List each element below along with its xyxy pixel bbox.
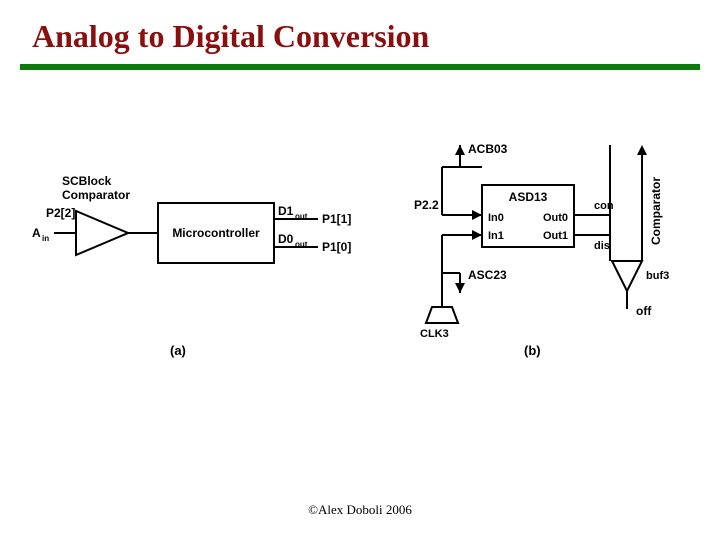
asd13-label: ASD13 [509,190,548,204]
comparator-triangle-a [76,211,128,255]
p11-label: P1[1] [322,212,351,226]
p22-arrowhead [472,210,482,220]
in1-arrowhead [472,230,482,240]
diagram-container: SCBlock Comparator P2[2] A in Microcontr… [0,75,720,495]
off-label: off [636,304,652,318]
asc23-label: ASC23 [468,268,507,282]
p10-label: P1[0] [322,240,351,254]
d0-label: D0 [278,232,294,246]
d1-label: D1 [278,204,294,218]
caption-b: (b) [524,343,541,358]
caption-a: (a) [170,343,186,358]
comparator-arrowhead [637,145,647,155]
scblock-label-2: Comparator [62,188,130,202]
title-underline [20,64,700,70]
d1-out: out [295,212,308,221]
acb03-arrow [455,145,465,155]
clk3-mux [426,307,458,323]
slide-title: Analog to Digital Conversion [32,18,429,55]
panel-b: ASD13 In0 In1 Out0 Out1 ACB03 P2.2 ASC23… [414,142,669,358]
out0-label: Out0 [543,212,568,224]
clk3-label: CLK3 [420,328,449,340]
d0-out: out [295,240,308,249]
panel-a: SCBlock Comparator P2[2] A in Microcontr… [32,174,351,358]
ain-in: in [42,234,49,243]
microcontroller-label: Microcontroller [172,226,260,240]
in0-label: In0 [488,212,504,224]
comparator-vlabel: Comparator [649,177,663,245]
p22b-label: P2.2 [414,198,439,212]
ain-a: A [32,226,41,240]
dis-label: dis [594,240,610,252]
copyright: ©Alex Doboli 2006 [0,502,720,518]
block-diagram-svg: SCBlock Comparator P2[2] A in Microcontr… [0,75,720,495]
buf3-triangle [612,261,642,291]
p22-label: P2[2] [46,206,75,220]
buf3-label: buf3 [646,270,669,282]
scblock-label-1: SCBlock [62,174,112,188]
acb03-label: ACB03 [468,142,508,156]
in1-label: In1 [488,230,504,242]
asc23-arrow [455,283,465,293]
out1-label: Out1 [543,230,568,242]
